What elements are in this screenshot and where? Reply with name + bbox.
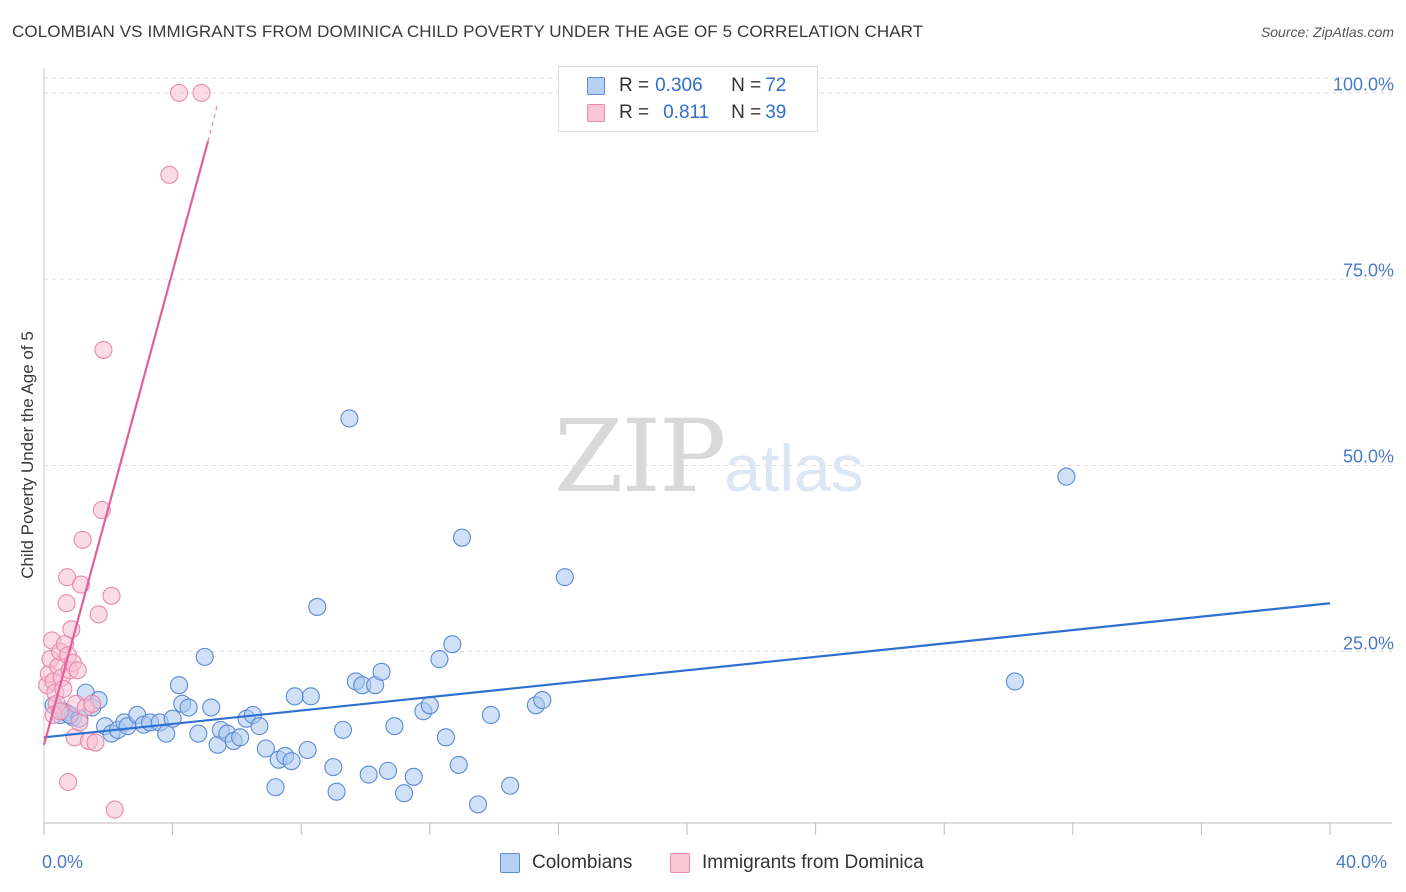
point-colombians	[298, 740, 317, 760]
legend-n-value: 72	[765, 75, 787, 96]
point-colombians	[443, 635, 462, 654]
point-colombians	[333, 720, 353, 739]
point-colombians	[231, 728, 250, 747]
point-colombians	[533, 691, 552, 710]
point-dominica	[169, 83, 189, 102]
point-colombians	[195, 647, 214, 666]
point-dominica	[73, 530, 92, 549]
point-colombians	[430, 650, 449, 669]
watermark: ZIPatlas	[554, 398, 864, 515]
point-colombians	[266, 778, 285, 797]
point-colombians	[179, 698, 198, 717]
point-colombians	[555, 568, 574, 587]
point-colombians	[324, 758, 343, 777]
point-dominica	[70, 713, 89, 732]
point-colombians	[385, 717, 404, 736]
point-colombians	[327, 782, 346, 801]
point-colombians	[468, 795, 488, 814]
legend-swatch-pink	[587, 104, 605, 122]
trend-line-dominica	[42, 141, 210, 746]
x-tick-label-max: 40.0%	[1336, 852, 1388, 872]
point-colombians	[301, 687, 320, 706]
source-label: Source: ZipAtlas.com	[1260, 24, 1394, 40]
y-tick-label: 75.0%	[1342, 260, 1394, 281]
point-colombians	[420, 696, 439, 715]
point-dominica	[58, 568, 77, 587]
point-dominica	[51, 702, 70, 721]
y-tick-label: 25.0%	[1342, 633, 1394, 654]
legend-label-dominica: Immigrants from Dominica	[702, 852, 924, 873]
point-colombians	[359, 765, 378, 784]
chart-title: COLOMBIAN VS IMMIGRANTS FROM DOMINICA CH…	[12, 22, 924, 41]
point-dominica	[59, 772, 78, 792]
trend-line-dominica-extension	[207, 103, 219, 142]
point-dominica	[94, 340, 113, 359]
legend-n-value: 39	[765, 102, 787, 123]
legend-row-colombians: R = 0.306 N = 72	[587, 73, 786, 99]
point-dominica	[102, 586, 121, 605]
point-colombians	[395, 784, 414, 803]
legend-n-label: N =	[731, 75, 762, 96]
legend-item-dominica[interactable]: Immigrants from Dominica	[670, 852, 924, 874]
point-colombians	[372, 662, 391, 681]
point-colombians	[202, 698, 221, 717]
point-colombians	[189, 724, 208, 743]
point-colombians	[308, 597, 327, 617]
legend-swatch-blue	[500, 853, 520, 873]
point-colombians	[282, 752, 301, 771]
point-colombians	[340, 409, 359, 428]
data-points	[38, 83, 1076, 819]
point-dominica	[192, 83, 211, 102]
point-colombians	[404, 767, 423, 786]
legend-label-colombians: Colombians	[532, 852, 633, 873]
watermark-atlas: atlas	[724, 431, 864, 505]
legend-r-value: 0.811	[663, 102, 710, 123]
legend-r-value: 0.306	[655, 75, 703, 96]
point-dominica	[160, 165, 179, 184]
legend-r-label: R =	[619, 102, 650, 123]
point-colombians	[378, 761, 398, 780]
trend-line-colombians	[43, 602, 1331, 739]
point-dominica	[86, 733, 105, 752]
point-dominica	[57, 594, 76, 613]
y-tick-label: 50.0%	[1342, 446, 1394, 467]
point-dominica	[105, 800, 124, 819]
legend-n-label: N =	[731, 102, 762, 123]
point-dominica	[71, 575, 91, 594]
legend-item-colombians[interactable]: Colombians	[500, 852, 632, 874]
point-colombians	[501, 776, 520, 795]
point-colombians	[256, 739, 275, 758]
x-tick-label-min: 0.0%	[42, 852, 84, 872]
point-colombians	[1057, 467, 1076, 486]
point-colombians	[436, 728, 455, 747]
y-tick-label: 100.0%	[1332, 74, 1394, 95]
point-colombians	[1005, 672, 1024, 691]
legend-swatch-blue	[587, 77, 605, 95]
correlation-legend: R = 0.306 N = 72 R = 0.811 N = 39	[558, 66, 818, 132]
point-colombians	[169, 676, 189, 695]
legend-swatch-pink	[670, 853, 690, 873]
point-colombians	[250, 717, 269, 736]
watermark-zip: ZIP	[554, 398, 726, 515]
point-colombians	[481, 705, 500, 725]
legend-r-label: R =	[619, 75, 650, 96]
legend-row-dominica: R = 0.811 N = 39	[587, 100, 786, 126]
point-colombians	[452, 528, 472, 547]
point-colombians	[449, 755, 468, 774]
point-dominica	[68, 661, 87, 680]
point-dominica	[83, 694, 102, 713]
point-dominica	[89, 605, 108, 624]
grid-lines	[44, 77, 1392, 653]
axes	[43, 68, 1392, 835]
point-colombians	[285, 687, 304, 706]
trend-lines	[42, 103, 1331, 746]
